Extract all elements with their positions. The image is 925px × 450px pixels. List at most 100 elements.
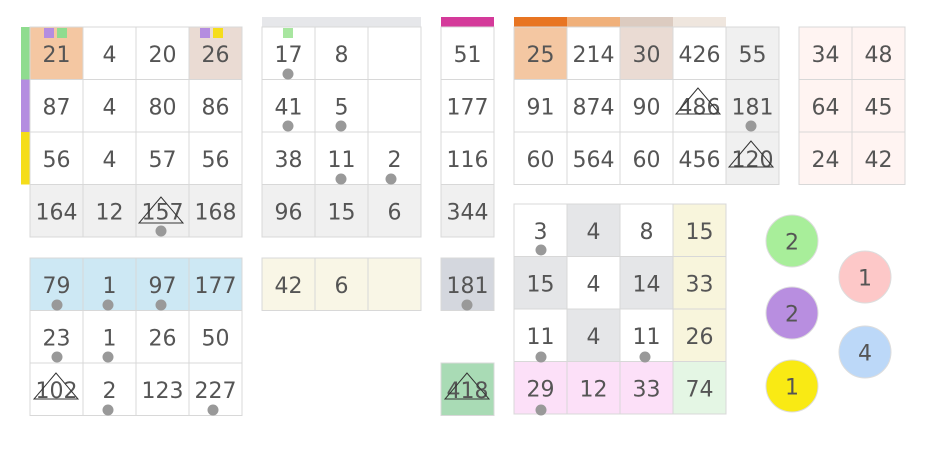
cell[interactable] [314,26,369,80]
cell[interactable] [367,184,422,238]
cell-number: 50 [202,326,230,351]
cell[interactable] [188,184,243,238]
color-tag [283,28,293,38]
cell[interactable] [851,79,906,133]
cell[interactable] [82,79,137,133]
cell[interactable] [566,131,621,185]
cell-number: 418 [447,379,489,404]
cell-number: 116 [447,148,489,173]
cell[interactable] [367,26,422,80]
cell-number: 1 [103,274,117,299]
dot [535,244,547,256]
cell[interactable] [29,26,84,80]
count-bubble[interactable] [838,250,892,304]
cell[interactable] [29,184,84,238]
count-bubble[interactable] [838,325,892,379]
cell[interactable] [672,79,727,133]
cell-number: 4 [103,95,117,120]
dot [282,68,294,80]
dot [51,299,63,311]
cell[interactable] [188,131,243,185]
cell[interactable] [851,131,906,185]
cell[interactable] [440,362,495,416]
bubble-number: 2 [785,303,799,328]
cell[interactable] [440,79,495,133]
dot [745,120,757,132]
cell[interactable] [725,26,780,80]
cell-number: 120 [732,148,774,173]
cell[interactable] [798,26,853,80]
cell-number: 20 [149,43,177,68]
count-bubble[interactable] [765,214,819,268]
cell[interactable] [440,26,495,80]
dot [461,299,473,311]
cell-number: 48 [865,43,893,68]
cell-number: 227 [195,379,237,404]
cell[interactable] [672,256,727,310]
cell-number: 15 [686,220,714,245]
cell-number: 26 [149,326,177,351]
cell-number: 14 [633,272,661,297]
cell-number: 11 [328,148,356,173]
cell[interactable] [82,26,137,80]
cell[interactable] [314,184,369,238]
cell[interactable] [188,26,243,80]
cell[interactable] [851,26,906,80]
cell[interactable] [672,308,727,362]
cell-number: 344 [447,200,489,225]
column-strip [567,17,620,27]
cell-number: 26 [202,43,230,68]
cell-number: 6 [335,274,349,299]
cell[interactable] [135,310,190,364]
cell-number: 42 [865,148,893,173]
cell-number: 25 [527,43,555,68]
count-bubble[interactable] [765,286,819,340]
cell[interactable] [513,256,568,310]
cell-number: 33 [686,272,714,297]
cell[interactable] [261,257,316,311]
cell-number: 91 [527,95,555,120]
cell-number: 6 [388,200,402,225]
row-marker [21,132,30,185]
cell[interactable] [314,257,369,311]
cell[interactable] [619,131,674,185]
count-bubble[interactable] [765,359,819,413]
cell-number: 102 [36,379,78,404]
column-strip [514,17,567,27]
cell-number: 21 [43,43,71,68]
cell[interactable] [82,184,137,238]
cell[interactable] [261,131,316,185]
dot [335,120,347,132]
cell[interactable] [367,79,422,133]
cell-number: 4 [103,148,117,173]
cell[interactable] [188,257,243,311]
cell-number: 60 [633,148,661,173]
cell[interactable] [367,257,422,311]
cell-number: 55 [739,43,767,68]
cell[interactable] [135,26,190,80]
cell-number: 29 [527,377,555,402]
cell[interactable] [188,79,243,133]
cell[interactable] [261,184,316,238]
cell-number: 4 [587,272,601,297]
dot [155,299,167,311]
cell[interactable] [29,362,84,416]
cell[interactable] [440,131,495,185]
cell-number: 3 [534,220,548,245]
cell-number: 874 [573,95,615,120]
cell[interactable] [440,184,495,238]
column-strip [441,17,494,27]
cell[interactable] [672,361,727,415]
color-tag [213,28,223,38]
dot [102,299,114,311]
cell-number: 56 [43,148,71,173]
cell[interactable] [513,131,568,185]
cell[interactable] [619,79,674,133]
cell[interactable] [513,26,568,80]
cell[interactable] [82,131,137,185]
cell[interactable] [566,308,621,362]
cell[interactable] [798,131,853,185]
cell[interactable] [725,131,780,185]
cell-number: 2 [103,379,117,404]
